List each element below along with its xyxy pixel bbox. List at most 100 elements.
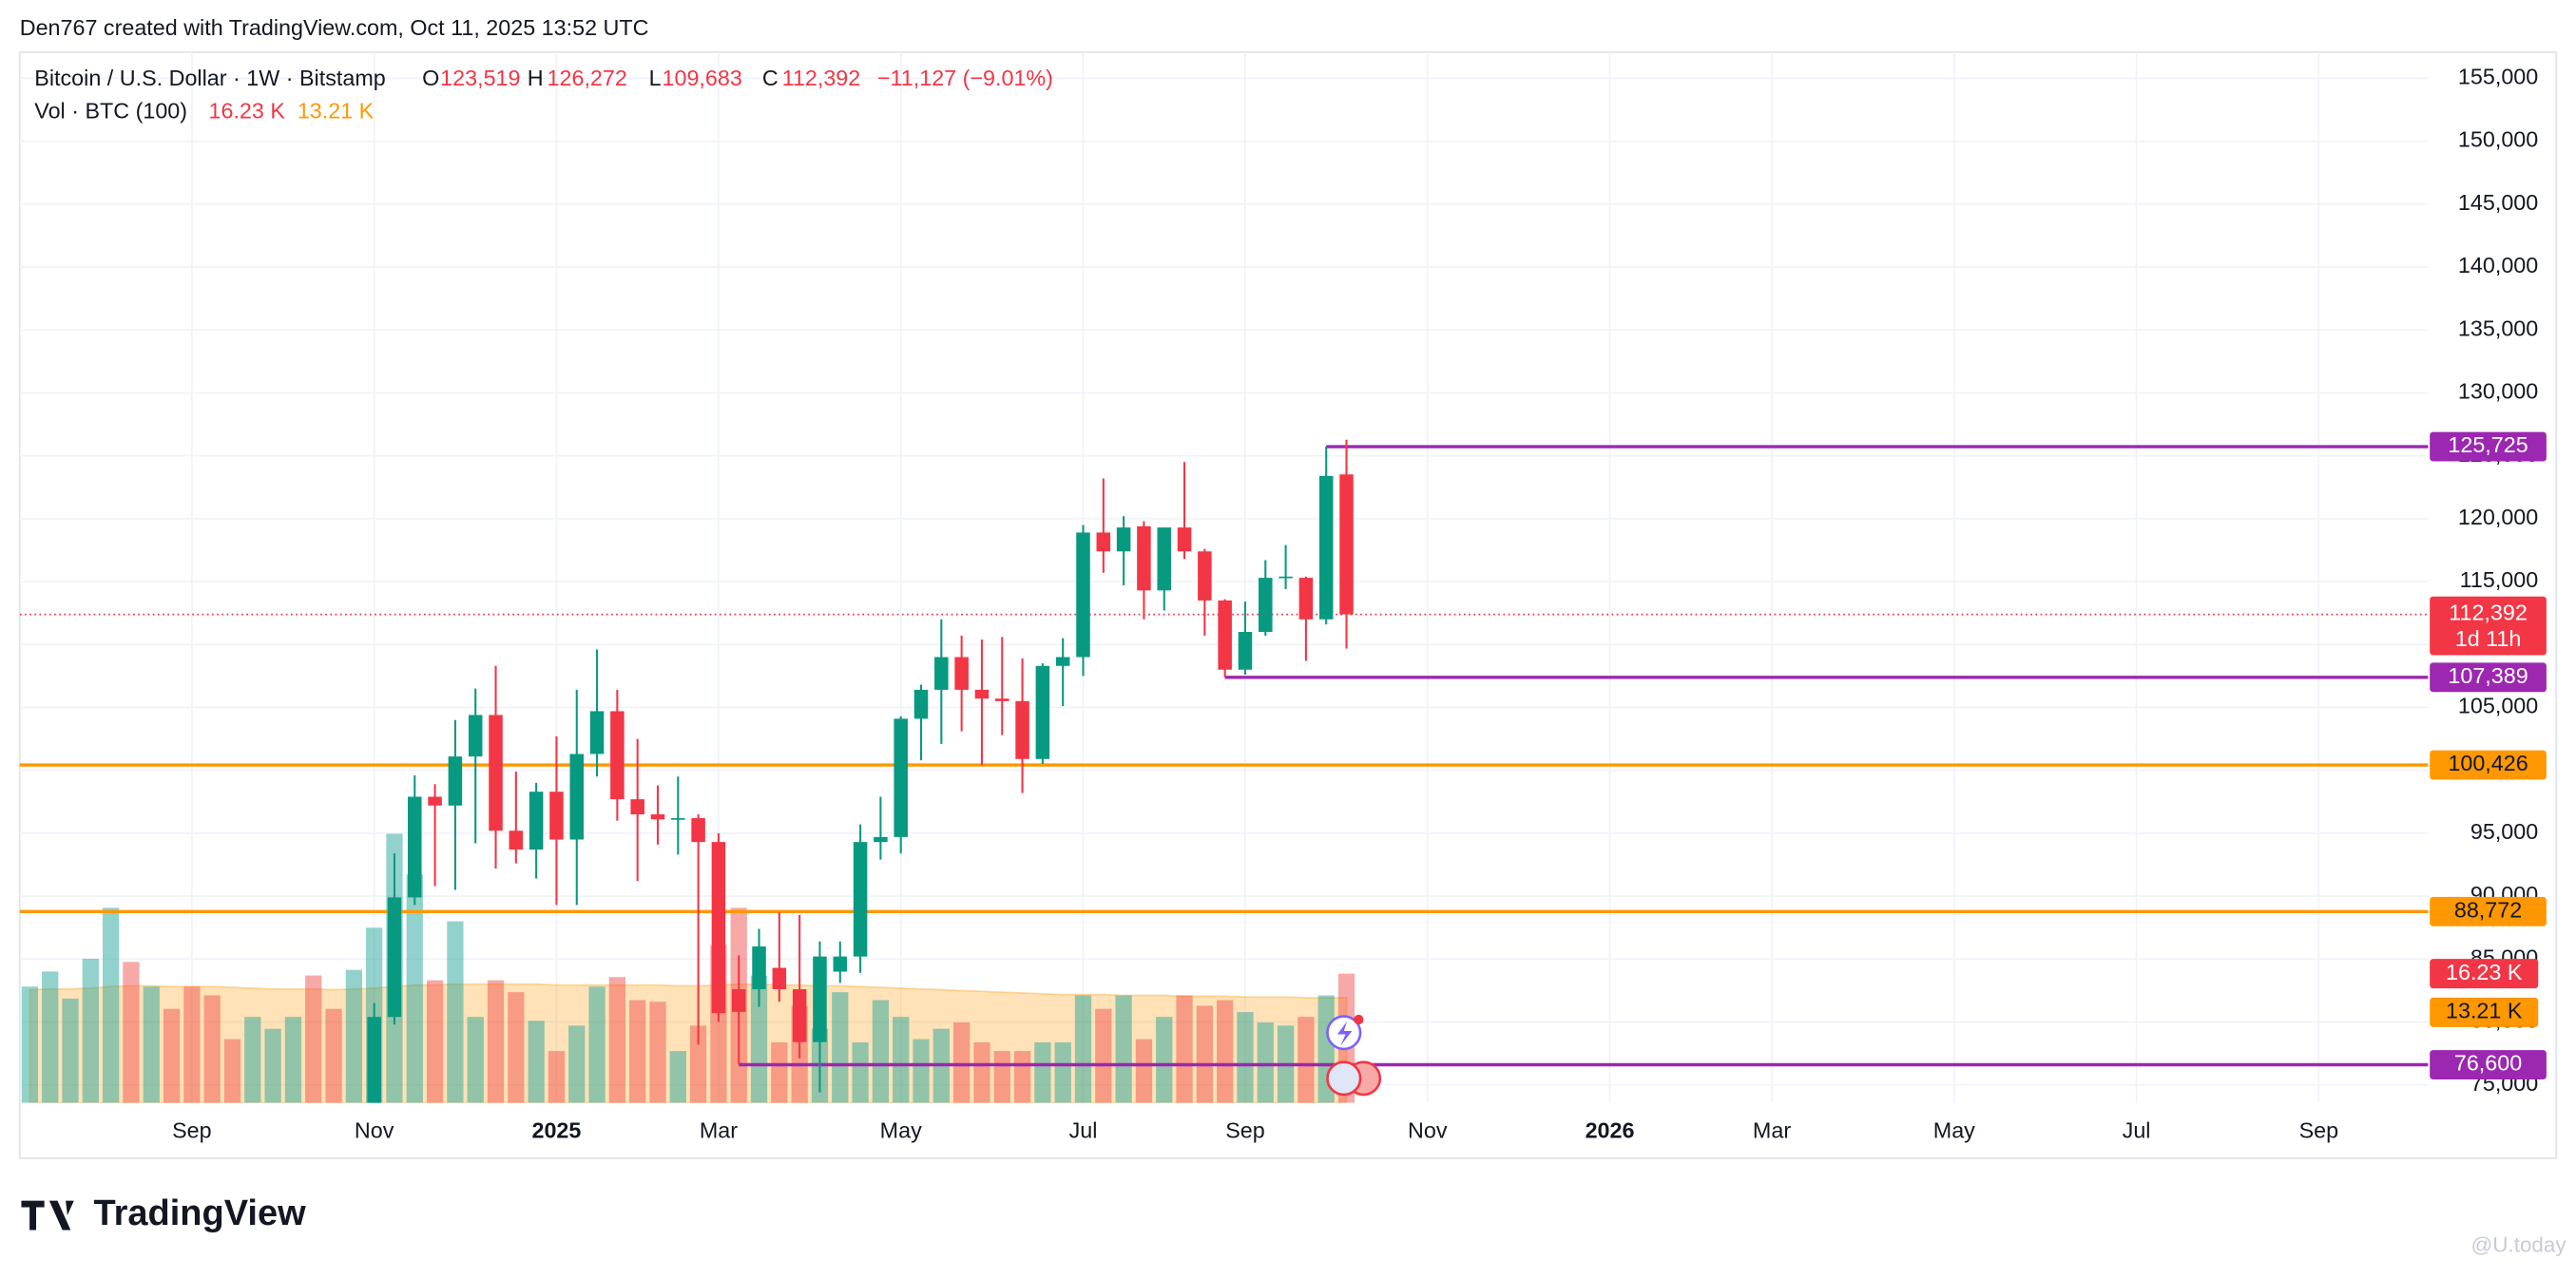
candle-body bbox=[833, 956, 848, 972]
volume-bar bbox=[1156, 1017, 1173, 1103]
volume-label: 16.23 K bbox=[2446, 960, 2523, 984]
volume-bar bbox=[62, 998, 79, 1103]
candle-body bbox=[1259, 578, 1273, 633]
logo-text: TradingView bbox=[94, 1193, 307, 1233]
volume-bar bbox=[305, 975, 322, 1103]
volume-bar bbox=[608, 977, 626, 1103]
volume-bar bbox=[1013, 1051, 1031, 1103]
candle-body bbox=[1116, 527, 1131, 552]
volume-bar bbox=[123, 962, 140, 1103]
x-tick-label: Nov bbox=[1408, 1118, 1448, 1143]
candle-body bbox=[1055, 657, 1070, 666]
open-value: 123,519 bbox=[440, 66, 520, 90]
candle-body bbox=[792, 989, 807, 1042]
candle-body bbox=[711, 842, 726, 1014]
volume-bar bbox=[1237, 1012, 1254, 1103]
logo: TradingView bbox=[21, 1193, 306, 1233]
volume-bar bbox=[750, 975, 768, 1103]
candle-body bbox=[428, 796, 442, 806]
x-tick-label: 2025 bbox=[531, 1118, 581, 1143]
volume-value: 16.23 K bbox=[208, 99, 285, 124]
volume-bar bbox=[264, 1028, 281, 1103]
y-tick-label: 135,000 bbox=[2458, 315, 2538, 340]
low-key: L bbox=[649, 66, 662, 90]
volume-bar bbox=[1034, 1041, 1051, 1103]
candle-body bbox=[671, 817, 685, 820]
volume-bar bbox=[1115, 995, 1132, 1103]
level-label: 76,600 bbox=[2454, 1051, 2522, 1076]
level-label-box bbox=[2430, 896, 2547, 926]
y-tick-label: 95,000 bbox=[2470, 819, 2538, 844]
candle-body bbox=[994, 698, 1009, 701]
candle-body bbox=[1218, 600, 1232, 670]
volume-bar bbox=[973, 1041, 990, 1103]
volume-bar bbox=[163, 1008, 181, 1103]
grid bbox=[19, 51, 2429, 1103]
candle-body bbox=[569, 754, 585, 840]
x-tick-label: Sep bbox=[1225, 1118, 1265, 1143]
volume-bar bbox=[244, 1017, 261, 1103]
level-label: 100,426 bbox=[2448, 751, 2528, 775]
y-tick-label: 155,000 bbox=[2458, 65, 2538, 89]
volume-bar bbox=[21, 986, 39, 1103]
candle-body bbox=[1278, 576, 1293, 579]
candle-body bbox=[874, 836, 888, 843]
volume-bar bbox=[952, 1021, 971, 1103]
volume-bar bbox=[447, 921, 464, 1103]
volume-bar bbox=[223, 1039, 241, 1103]
volume-bar bbox=[426, 980, 444, 1103]
header: Den767 created with TradingView.com, Oct… bbox=[20, 15, 649, 40]
candle-body bbox=[772, 967, 787, 990]
volume-bar bbox=[1196, 1005, 1213, 1103]
y-tick-label: 150,000 bbox=[2458, 127, 2538, 152]
candle-body bbox=[489, 715, 503, 831]
event-icon-bolt bbox=[1336, 1021, 1353, 1046]
volume-bar bbox=[548, 1051, 566, 1103]
volume-bar bbox=[872, 1000, 890, 1103]
volume-bar bbox=[852, 1041, 869, 1103]
x-tick-label: May bbox=[880, 1118, 922, 1143]
volume-bar bbox=[568, 1025, 586, 1103]
level-label-box bbox=[2430, 750, 2547, 780]
y-tick-label: 140,000 bbox=[2458, 253, 2538, 277]
level-label: 125,725 bbox=[2448, 432, 2528, 457]
event-icons bbox=[1326, 1014, 1382, 1097]
volume-bar bbox=[913, 1039, 930, 1103]
volume-bar bbox=[467, 1017, 484, 1103]
candle-body bbox=[509, 830, 524, 850]
volume-bar bbox=[629, 1000, 646, 1103]
candle-body bbox=[650, 814, 665, 820]
volume-bar bbox=[203, 995, 221, 1103]
volume-bar bbox=[1176, 995, 1193, 1103]
logo-mark bbox=[21, 1200, 74, 1231]
y-tick-label: 145,000 bbox=[2458, 190, 2538, 215]
x-tick-label: 2026 bbox=[1586, 1118, 1635, 1143]
volume-ma-label-box bbox=[2430, 997, 2539, 1027]
volume-ma-label: 13.21 K bbox=[2446, 999, 2523, 1023]
y-tick-label: 105,000 bbox=[2458, 694, 2538, 718]
candle-body bbox=[387, 897, 402, 1018]
close-key: C bbox=[762, 66, 779, 90]
volume-bar bbox=[893, 1017, 910, 1103]
last-price-box bbox=[2430, 596, 2547, 656]
candle-body bbox=[974, 689, 990, 699]
volume-bar bbox=[325, 1008, 342, 1103]
candle-body bbox=[1076, 532, 1090, 658]
level-label-box bbox=[2430, 1050, 2547, 1079]
event-dot bbox=[1354, 1014, 1364, 1025]
volume-bar bbox=[649, 1002, 666, 1103]
candle-body bbox=[408, 796, 422, 898]
high-value: 126,272 bbox=[548, 66, 627, 90]
candle-body bbox=[913, 689, 929, 719]
y-tick-label: 115,000 bbox=[2460, 567, 2539, 592]
volume-bar bbox=[669, 1051, 686, 1103]
candle-body bbox=[589, 711, 605, 754]
candle-body bbox=[1238, 632, 1253, 670]
legend: Bitcoin / U.S. Dollar · 1W · Bitstamp O … bbox=[34, 66, 1053, 123]
candle-body bbox=[549, 792, 564, 840]
high-key: H bbox=[528, 66, 544, 90]
candle-body bbox=[610, 711, 625, 800]
candle-body bbox=[813, 956, 827, 1042]
